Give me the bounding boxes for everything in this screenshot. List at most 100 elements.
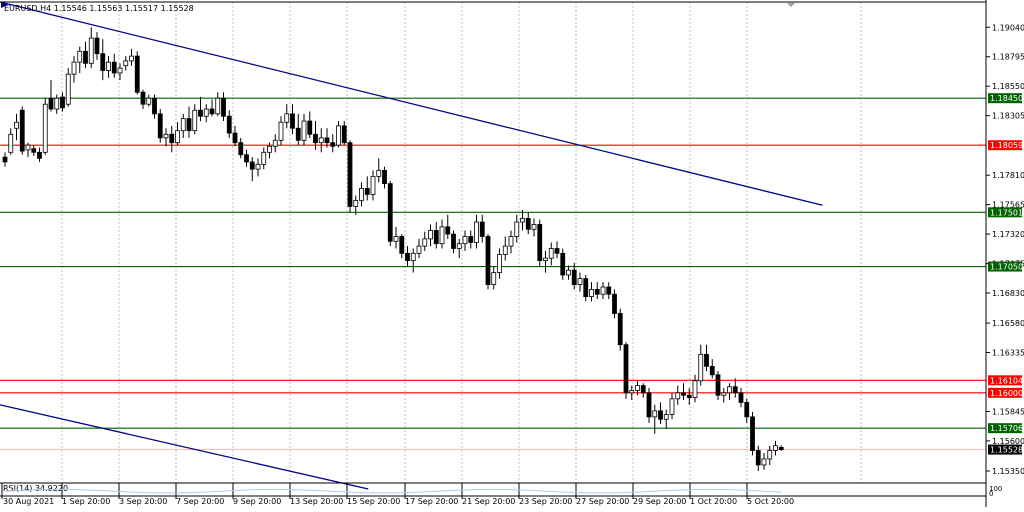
- candle: [675, 385, 681, 405]
- candle: [226, 110, 232, 138]
- candle-body-bear: [606, 286, 612, 295]
- candle-body-bull: [301, 120, 307, 141]
- candle-body-bull: [462, 236, 468, 245]
- y-tick-label: 1.17320: [992, 230, 1024, 239]
- candle: [640, 383, 646, 398]
- candle-body-bear: [249, 161, 255, 170]
- candle-body-bear: [209, 108, 215, 115]
- candle: [83, 41, 88, 69]
- candle-body-bull: [123, 60, 129, 67]
- candle-body-bear: [226, 115, 232, 134]
- candle-body-bull: [71, 61, 77, 75]
- level-price-tag: [988, 444, 1022, 455]
- candle: [111, 53, 117, 78]
- trendline[interactable]: [0, 1, 823, 206]
- candle-body-bear: [537, 224, 543, 261]
- candle: [376, 158, 382, 183]
- candle-body-bear: [778, 447, 784, 450]
- candle: [474, 214, 479, 249]
- candle-body-bull: [255, 163, 261, 170]
- candle-body-bear: [554, 248, 560, 254]
- chart-symbol-label: EURUSD,H4 1.15546 1.15563 1.15517 1.1552…: [4, 4, 194, 13]
- candle: [560, 248, 566, 280]
- x-tick-label: 27 Sep 20:00: [576, 497, 629, 506]
- candle-body-bull: [428, 230, 433, 240]
- candle-body-bull: [25, 144, 31, 151]
- candle: [42, 98, 48, 155]
- candle-body-bear: [19, 109, 25, 152]
- candle: [232, 125, 238, 147]
- candle: [209, 99, 215, 117]
- candle: [249, 157, 255, 182]
- candle-body-bull: [129, 55, 134, 62]
- candle-body-bull: [117, 67, 123, 74]
- y-tick-label: 1.18550: [992, 82, 1024, 91]
- rsi-label: RSI(14) 34.9220: [3, 484, 68, 493]
- candle: [410, 248, 416, 273]
- candle: [629, 385, 635, 401]
- candle: [663, 409, 669, 429]
- x-tick-label: 1 Oct 20:00: [690, 497, 737, 506]
- candle: [272, 134, 278, 153]
- candle: [146, 94, 152, 107]
- candle-body-bull: [439, 226, 445, 245]
- candle-body-bear: [594, 288, 600, 295]
- candle: [715, 371, 721, 401]
- candle-body-bull: [8, 133, 14, 153]
- candle-body-bull: [589, 288, 594, 298]
- candle: [606, 282, 612, 300]
- y-tick-label: 1.15845: [992, 407, 1024, 416]
- candle: [382, 166, 387, 189]
- candle: [359, 182, 364, 207]
- y-tick-label: 1.16830: [992, 289, 1024, 298]
- level-price-label: 1.15706: [990, 424, 1023, 433]
- symbol-menu-icon[interactable]: [1, 1, 8, 8]
- candle: [704, 344, 709, 372]
- candle: [554, 241, 560, 259]
- candle: [468, 230, 474, 249]
- candle-body-bear: [83, 50, 88, 64]
- candle: [566, 265, 571, 280]
- candle-body-bear: [244, 154, 249, 163]
- candle: [175, 122, 180, 146]
- level-price-label: 1.17050: [990, 263, 1023, 272]
- candle-body-bull: [203, 108, 209, 117]
- candle: [54, 94, 60, 114]
- candle: [755, 445, 761, 471]
- y-tick-label: 1.17565: [992, 201, 1024, 210]
- candle-body-bear: [709, 365, 715, 376]
- chart-shift-marker-icon[interactable]: [787, 3, 795, 7]
- candle: [462, 230, 468, 251]
- x-tick-label: 29 Sep 20:00: [633, 497, 686, 506]
- level-price-tag: [988, 375, 1022, 386]
- candle-body-bear: [732, 386, 738, 394]
- candle: [732, 378, 738, 398]
- candle-body-bear: [525, 218, 531, 230]
- candle-body-bull: [514, 221, 520, 237]
- trendline[interactable]: [0, 404, 369, 490]
- candle: [19, 106, 25, 155]
- y-tick-label: 1.16580: [992, 319, 1024, 328]
- rsi-scale-bottom: 0: [989, 490, 993, 498]
- candle: [428, 224, 433, 247]
- candle-body-bull: [474, 221, 479, 243]
- candle-body-bull: [635, 385, 640, 391]
- candle-body-bear: [382, 169, 387, 184]
- candle: [88, 27, 94, 69]
- candle-body-bull: [359, 187, 364, 201]
- candle-body-bear: [31, 148, 37, 153]
- candle-body-bull: [675, 392, 681, 400]
- x-tick-label: 30 Aug 2021: [3, 497, 54, 506]
- candle: [48, 80, 54, 112]
- candle-body-bear: [198, 109, 203, 117]
- candle: [744, 398, 750, 423]
- candle-body-bull: [336, 125, 341, 146]
- candle: [594, 282, 600, 300]
- candle: [123, 56, 129, 71]
- candle: [364, 176, 370, 201]
- candle-body-bull: [416, 245, 422, 254]
- candle-body-bear: [324, 137, 330, 144]
